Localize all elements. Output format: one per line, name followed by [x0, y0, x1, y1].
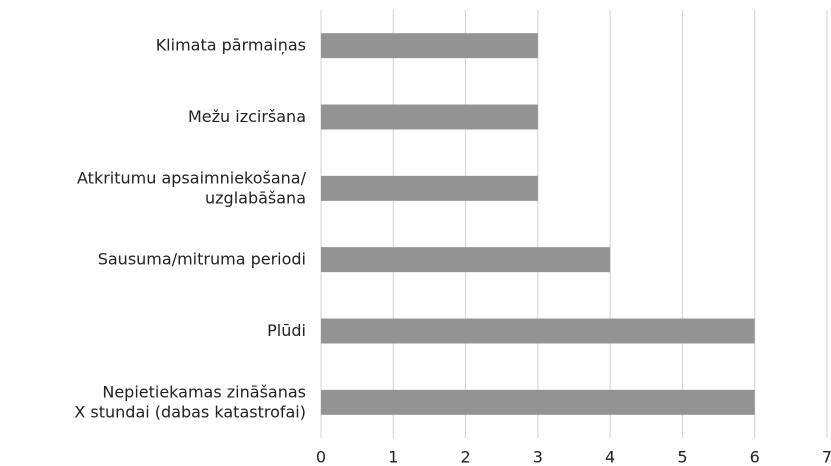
x-tick-label: 6 [750, 448, 760, 466]
y-tick-label: Mežu izciršana [188, 107, 306, 126]
y-tick-label: Plūdi [267, 321, 306, 340]
y-tick-label: Sausuma/mitruma periodi [98, 249, 306, 268]
x-tick-label: 3 [533, 448, 543, 466]
y-tick-label: Nepietiekamas zināšanas X stundai (dabas … [74, 382, 306, 421]
y-tick-label: Atkritumu apsaimniekošana/uzglabāšana [77, 168, 307, 207]
bar [321, 389, 755, 415]
bar [321, 104, 538, 130]
bar [321, 33, 538, 59]
x-tick-label: 7 [822, 448, 831, 466]
bar [321, 175, 538, 201]
x-tick-label: 2 [460, 448, 470, 466]
bar [321, 318, 755, 344]
y-tick-label: Klimata pārmaiņas [156, 35, 306, 54]
x-tick-label: 1 [388, 448, 398, 466]
x-tick-label: 4 [605, 448, 615, 466]
bar [321, 247, 611, 273]
x-tick-label: 5 [677, 448, 687, 466]
x-tick-label: 0 [316, 448, 326, 466]
